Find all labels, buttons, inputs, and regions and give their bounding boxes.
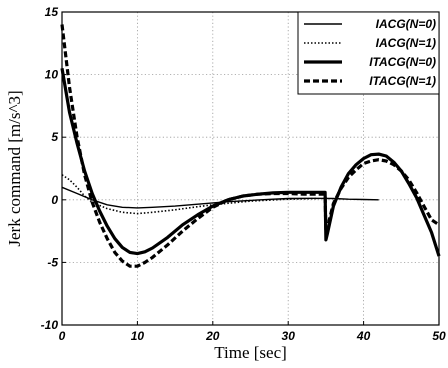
legend-label: ITACG(N=1) bbox=[369, 74, 436, 88]
legend-box bbox=[297, 11, 440, 95]
y-tick-label: 15 bbox=[45, 5, 59, 19]
x-tick-label: 0 bbox=[59, 329, 66, 343]
y-tick-label: 10 bbox=[45, 68, 59, 82]
axis-ticks: 0 10 20 30 40 50 -10 -5 0 5 10 15 bbox=[41, 5, 446, 343]
x-axis-title: Time [sec] bbox=[214, 343, 287, 362]
y-tick-label: 0 bbox=[51, 193, 58, 207]
series-line-3 bbox=[60, 24, 440, 268]
series-line-1 bbox=[61, 174, 319, 215]
plot-frame bbox=[61, 11, 440, 326]
series-lines bbox=[60, 24, 441, 268]
legend-label: ITACG(N=0) bbox=[369, 55, 436, 69]
legend: IACG(N=0) IACG(N=1) ITACG(N=0) ITACG(N=1) bbox=[297, 11, 440, 95]
legend-label: IACG(N=1) bbox=[376, 36, 436, 50]
y-axis-title: Jerk command [m/s^3] bbox=[5, 90, 24, 246]
x-tick-label: 20 bbox=[205, 329, 220, 343]
x-tick-label: 40 bbox=[356, 329, 371, 343]
x-tick-label: 10 bbox=[131, 329, 145, 343]
x-tick-label: 50 bbox=[432, 329, 446, 343]
legend-label: IACG(N=0) bbox=[376, 17, 436, 31]
y-tick-label: 5 bbox=[51, 130, 58, 144]
series-line-2 bbox=[60, 68, 441, 257]
y-tick-label: -10 bbox=[41, 318, 59, 332]
y-tick-label: -5 bbox=[47, 255, 58, 269]
x-tick-label: 30 bbox=[282, 329, 296, 343]
series-line-0 bbox=[61, 186, 379, 209]
